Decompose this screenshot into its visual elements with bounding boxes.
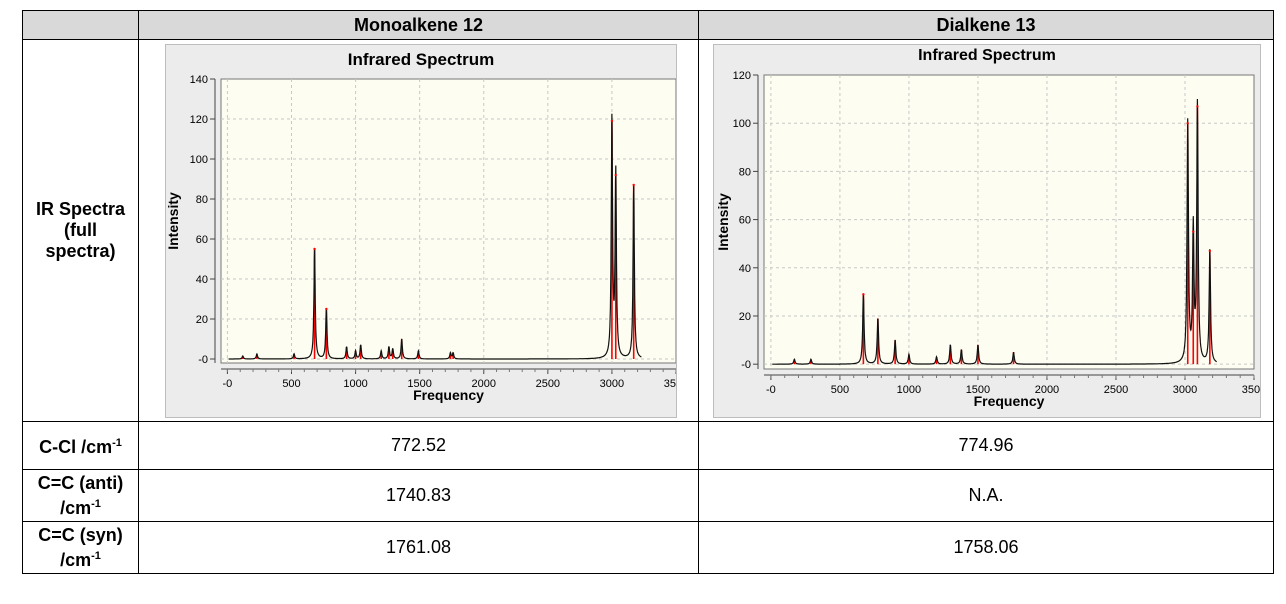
col-header-dialkene: Dialkene 13 <box>698 10 1274 40</box>
peak-point <box>1186 121 1189 125</box>
peak-point <box>862 293 865 296</box>
x-tick-label: 3000 <box>1173 384 1197 396</box>
chart-title: Infrared Spectrum <box>918 47 1056 64</box>
peak-point <box>610 119 614 123</box>
peak-point <box>325 307 328 311</box>
spectrum-line <box>772 98 1217 365</box>
monoalkene-spectrum-cell: Infrared Spectrum -0 500 1000 1500 2000 2500 3… <box>138 39 699 422</box>
value-monoalkene-cc-anti: 1740.83 <box>138 469 699 522</box>
x-tick-label: 1000 <box>897 384 921 396</box>
label-line: spectra) <box>45 241 116 261</box>
label-line: /cm <box>60 549 92 570</box>
label-superscript: -1 <box>91 497 101 510</box>
peak-point <box>313 247 316 251</box>
label-superscript: -1 <box>112 437 122 449</box>
y-tick-label: 60 <box>739 215 751 227</box>
x-tick-label: 2500 <box>1104 384 1128 396</box>
x-tick-label: 3500 <box>664 378 676 390</box>
x-tick-label: 1500 <box>966 384 990 396</box>
x-tick-label: -0 <box>223 378 233 390</box>
y-tick-label: 100 <box>733 118 751 130</box>
x-tick-label: 3000 <box>600 378 624 390</box>
col-header-monoalkene: Monoalkene 12 <box>138 10 699 40</box>
chart-title: Infrared Spectrum <box>347 50 495 69</box>
x-tick-label: 2500 <box>536 378 560 390</box>
x-tick-label: 1000 <box>343 378 367 390</box>
x-axis-label: Frequency <box>413 387 484 403</box>
value-monoalkene-c-cl: 772.52 <box>138 421 699 470</box>
ir-plot-monoalkene: -0 500 1000 1500 2000 2500 3000 3500 -0 20 40 60 80 1… <box>166 74 676 403</box>
y-tick-label: 20 <box>739 311 751 323</box>
ir-plot-dialkene: -0 500 1000 1500 2000 2500 3000 3500 -0 20 40 60 80 1… <box>715 70 1260 409</box>
label-superscript: -1 <box>91 549 101 562</box>
comparison-table: Monoalkene 12 Dialkene 13 IR Spectra (fu… <box>22 10 1274 574</box>
y-tick-label: 20 <box>196 314 208 326</box>
ir-chart-monoalkene: Infrared Spectrum -0 500 1000 1500 2000 2500 3… <box>165 44 677 418</box>
y-tick-label: 40 <box>196 274 208 286</box>
y-tick-label: -0 <box>198 354 208 366</box>
y-tick-label: -0 <box>741 359 751 371</box>
plot-area <box>220 78 676 364</box>
row-label-ir-spectra: IR Spectra (full spectra) <box>22 39 139 422</box>
c-cl-row: C-Cl /cm-1 772.52 774.96 <box>22 421 1274 470</box>
value-dialkene-cc-syn: 1758.06 <box>698 521 1274 574</box>
peak-point <box>1208 249 1212 253</box>
row-label-cc-anti: C=C (anti) /cm-1 <box>22 469 139 522</box>
corner-cell <box>22 10 139 40</box>
y-tick-label: 140 <box>190 74 208 86</box>
x-tick-label: 500 <box>831 384 849 396</box>
y-tick-label: 120 <box>733 70 751 82</box>
header-row: Monoalkene 12 Dialkene 13 <box>22 10 1274 40</box>
label-text: C-Cl /cm <box>39 437 113 457</box>
spectrum-line <box>228 113 642 360</box>
row-label-cc-syn: C=C (syn) /cm-1 <box>22 521 139 574</box>
y-axis-label: Intensity <box>166 192 181 250</box>
y-tick-label: 120 <box>190 114 208 126</box>
cc-anti-row: C=C (anti) /cm-1 1740.83 N.A. <box>22 469 1274 522</box>
x-tick-label: 500 <box>282 378 300 390</box>
peak-point <box>1192 230 1195 233</box>
x-axis-label: Frequency <box>974 393 1045 409</box>
y-tick-label: 80 <box>196 194 208 206</box>
value-monoalkene-cc-syn: 1761.08 <box>138 521 699 574</box>
plot-area <box>763 74 1255 370</box>
x-tick-label: -0 <box>766 384 776 396</box>
peak-point <box>614 173 617 177</box>
label-line: (full <box>64 220 97 240</box>
label-line: C=C (anti) <box>37 472 124 493</box>
x-tick-label: 1500 <box>407 378 431 390</box>
x-tick-label: 2000 <box>1035 384 1059 396</box>
peak-point <box>1196 105 1199 108</box>
row-label-c-cl: C-Cl /cm-1 <box>22 421 139 470</box>
y-tick-label: 40 <box>739 263 751 275</box>
dialkene-spectrum-cell: Infrared Spectrum -0 500 1000 1500 2000 2500 3… <box>698 39 1274 422</box>
y-tick-label: 80 <box>739 166 751 178</box>
value-dialkene-c-cl: 774.96 <box>698 421 1274 470</box>
x-tick-label: 3500 <box>1242 384 1260 396</box>
peak-point <box>632 183 635 187</box>
ir-spectra-row: IR Spectra (full spectra) Infrared Spect… <box>22 39 1274 422</box>
y-tick-label: 60 <box>196 234 208 246</box>
y-axis-label: Intensity <box>715 193 731 251</box>
x-tick-label: 2000 <box>472 378 496 390</box>
ir-chart-dialkene: Infrared Spectrum -0 500 1000 1500 2000 2500 3… <box>713 44 1261 418</box>
label-line: C=C (syn) <box>38 524 123 545</box>
y-tick-label: 100 <box>190 154 208 166</box>
label-line: IR Spectra <box>35 199 126 219</box>
value-dialkene-cc-anti: N.A. <box>698 469 1274 522</box>
label-line: /cm <box>60 497 92 518</box>
cc-syn-row: C=C (syn) /cm-1 1761.08 1758.06 <box>22 521 1274 574</box>
